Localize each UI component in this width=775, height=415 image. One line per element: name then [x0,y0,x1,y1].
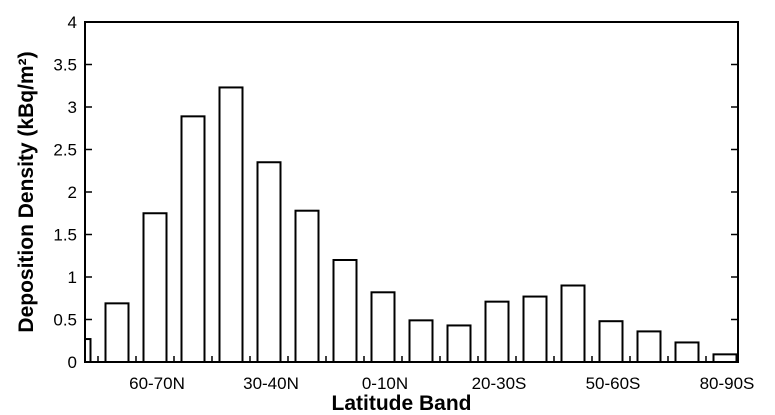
bar-10-20S [446,324,472,364]
y-tick-label: 1.5 [53,226,77,245]
bar-20-30S [484,300,510,363]
bar-0-10N [370,291,396,363]
x-tick-label: 60-70N [129,374,185,393]
y-tick-label: 0.5 [53,311,77,330]
x-tick-label: 50-60S [586,374,641,393]
bar-80-90S [712,353,738,364]
bar-50-60N [180,115,206,363]
x-tick-label: 20-30S [472,374,527,393]
bars-layer [84,86,738,364]
bar-20-30N [294,209,320,363]
bar-40-50S [560,284,586,363]
x-ticks-layer: 60-70N 30-40N 0-10N 20-30S 50-60S 80-90S [97,356,755,393]
y-ticks-layer: 0 0.5 1 1.5 2 2.5 3 3.5 4 [53,13,738,372]
y-tick-label: 3.5 [53,56,77,75]
y-tick-label: 3 [68,98,77,117]
y-tick-label: 1 [68,268,77,287]
y-tick-label: 2 [68,183,77,202]
bar-30-40N [256,161,282,363]
y-tick-label: 4 [68,13,77,32]
bar-40-50N [218,86,244,363]
y-tick-label: 2.5 [53,141,77,160]
x-tick-label: 0-10N [362,374,408,393]
plot-frame [84,21,739,363]
bar-50-60S [598,320,624,364]
bar-10-20N [332,259,358,363]
x-tick-label: 80-90S [700,374,755,393]
bar-60-70S [636,330,662,363]
y-axis-title: Deposition Density (kBq/m²) [15,51,38,332]
bar-70-80S [674,341,700,364]
y-tick-label: 0 [68,353,77,372]
x-tick-label: 30-40N [243,374,299,393]
x-axis-title: Latitude Band [332,392,472,415]
bar-30-40S [522,295,548,363]
bar-60-70N [142,212,168,363]
bar-70-80N [104,302,130,364]
bar-0-10S [408,319,434,364]
